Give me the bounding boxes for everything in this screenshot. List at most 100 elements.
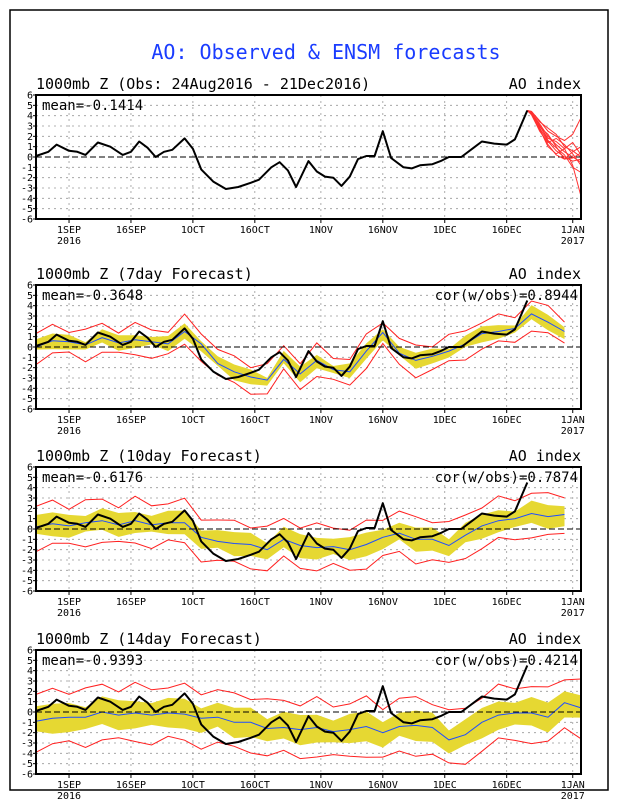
- x-tick-year: 2016: [57, 608, 81, 619]
- x-tick-label: 1DEC: [433, 415, 457, 426]
- x-tick-year: 2017: [561, 236, 585, 247]
- y-tick-label: -2: [21, 728, 33, 739]
- observed-line: [35, 482, 529, 562]
- correlation-text: cor(w/obs)=0.8944: [435, 288, 578, 304]
- x-tick-label: 1DEC: [433, 225, 457, 236]
- y-tick-label: -6: [21, 587, 33, 598]
- y-tick-label: 2: [27, 132, 33, 143]
- mean-text: mean=-0.9393: [42, 653, 143, 669]
- x-tick-label: 1OCT: [181, 415, 205, 426]
- x-tick-label: 1SEP: [57, 597, 81, 608]
- panel-2: 1000mb Z (7day Forecast) AO index6543210-…: [21, 265, 585, 437]
- y-tick-label: 3: [27, 494, 33, 505]
- x-tick-year: 2017: [561, 791, 585, 800]
- y-tick-label: -6: [21, 770, 33, 781]
- y-tick-label: -3: [21, 374, 33, 385]
- x-tick-label: 1NOV: [309, 780, 333, 791]
- y-tick-label: 1: [27, 142, 33, 153]
- y-tick-label: -2: [21, 545, 33, 556]
- panel-label: AO index: [509, 447, 581, 465]
- panel-1: 1000mb Z (Obs: 24Aug2016 - 21Dec2016) AO …: [21, 75, 585, 247]
- y-tick-label: -1: [21, 535, 33, 546]
- y-tick-label: 5: [27, 101, 33, 112]
- x-tick-label: 1JAN: [561, 415, 585, 426]
- x-tick-label: 16DEC: [492, 225, 522, 236]
- x-tick-label: 1NOV: [309, 225, 333, 236]
- y-tick-label: 6: [27, 281, 33, 292]
- x-tick-label: 16SEP: [116, 780, 146, 791]
- observed-line: [35, 665, 529, 745]
- ensemble-member-line: [527, 110, 582, 156]
- correlation-text: cor(w/obs)=0.4214: [435, 653, 578, 669]
- spread-band: [36, 500, 565, 561]
- y-tick-label: 2: [27, 687, 33, 698]
- y-tick-label: -5: [21, 759, 33, 770]
- x-tick-label: 1OCT: [181, 225, 205, 236]
- min-line: [35, 330, 565, 395]
- x-tick-year: 2016: [57, 236, 81, 247]
- panel-3: 1000mb Z (10day Forecast) AO index 6543210…: [21, 447, 585, 619]
- x-tick-label: 16DEC: [492, 415, 522, 426]
- plot-border: [35, 94, 582, 220]
- mean-text: mean=-0.3648: [42, 288, 143, 304]
- panel-label: AO index: [509, 75, 581, 93]
- x-tick-label: 1JAN: [561, 597, 585, 608]
- y-tick-label: -2: [21, 363, 33, 374]
- y-tick-label: 2: [27, 322, 33, 333]
- ensemble-mean-line: [35, 702, 582, 741]
- y-tick-label: 3: [27, 677, 33, 688]
- correlation-text: cor(w/obs)=0.7874: [435, 470, 578, 486]
- y-tick-label: 4: [27, 666, 33, 677]
- ensemble-member-line: [527, 110, 582, 173]
- x-tick-year: 2016: [57, 426, 81, 437]
- y-tick-label: 1: [27, 697, 33, 708]
- y-tick-label: -5: [21, 576, 33, 587]
- x-tick-label: 1JAN: [561, 225, 585, 236]
- x-tick-label: 1NOV: [309, 597, 333, 608]
- y-tick-label: -5: [21, 394, 33, 405]
- x-tick-label: 1OCT: [181, 597, 205, 608]
- x-tick-label: 1SEP: [57, 415, 81, 426]
- y-tick-label: 4: [27, 301, 33, 312]
- mean-text: mean=-0.6176: [42, 470, 143, 486]
- x-tick-label: 16SEP: [116, 415, 146, 426]
- max-line: [35, 678, 582, 711]
- y-tick-label: 3: [27, 122, 33, 133]
- x-tick-label: 1DEC: [433, 780, 457, 791]
- x-tick-year: 2017: [561, 426, 585, 437]
- y-tick-label: 1: [27, 514, 33, 525]
- mean-text: mean=-0.1414: [42, 98, 143, 114]
- x-tick-label: 1SEP: [57, 225, 81, 236]
- x-tick-label: 1SEP: [57, 780, 81, 791]
- chart-title: AO: Observed & ENSM forecasts: [151, 40, 500, 64]
- y-tick-label: -2: [21, 173, 33, 184]
- y-tick-label: 0: [27, 708, 33, 719]
- y-tick-label: -3: [21, 739, 33, 750]
- spread-band: [36, 691, 581, 754]
- panel-label: AO index: [509, 265, 581, 283]
- y-tick-label: -6: [21, 215, 33, 226]
- x-tick-label: 16OCT: [240, 780, 270, 791]
- plot-border: [35, 649, 582, 775]
- panel-title: 1000mb Z (10day Forecast): [36, 447, 262, 465]
- y-tick-label: -4: [21, 384, 33, 395]
- y-tick-label: -4: [21, 566, 33, 577]
- x-tick-label: 1OCT: [181, 780, 205, 791]
- min-line: [35, 532, 565, 572]
- x-tick-year: 2016: [57, 791, 81, 800]
- x-tick-label: 16OCT: [240, 597, 270, 608]
- x-tick-label: 16NOV: [368, 780, 398, 791]
- x-tick-label: 16SEP: [116, 597, 146, 608]
- x-tick-label: 16SEP: [116, 225, 146, 236]
- y-tick-label: 1: [27, 332, 33, 343]
- panel-4: 1000mb Z (14day Forecast) AO index 6543210…: [21, 630, 585, 800]
- y-tick-label: -1: [21, 353, 33, 364]
- x-tick-label: 1DEC: [433, 597, 457, 608]
- x-tick-label: 16DEC: [492, 780, 522, 791]
- panel-title: 1000mb Z (Obs: 24Aug2016 - 21Dec2016): [36, 75, 370, 93]
- plot-border: [35, 284, 582, 410]
- y-tick-label: 3: [27, 312, 33, 323]
- y-tick-label: -1: [21, 163, 33, 174]
- plot-border: [35, 466, 582, 592]
- x-tick-label: 16NOV: [368, 597, 398, 608]
